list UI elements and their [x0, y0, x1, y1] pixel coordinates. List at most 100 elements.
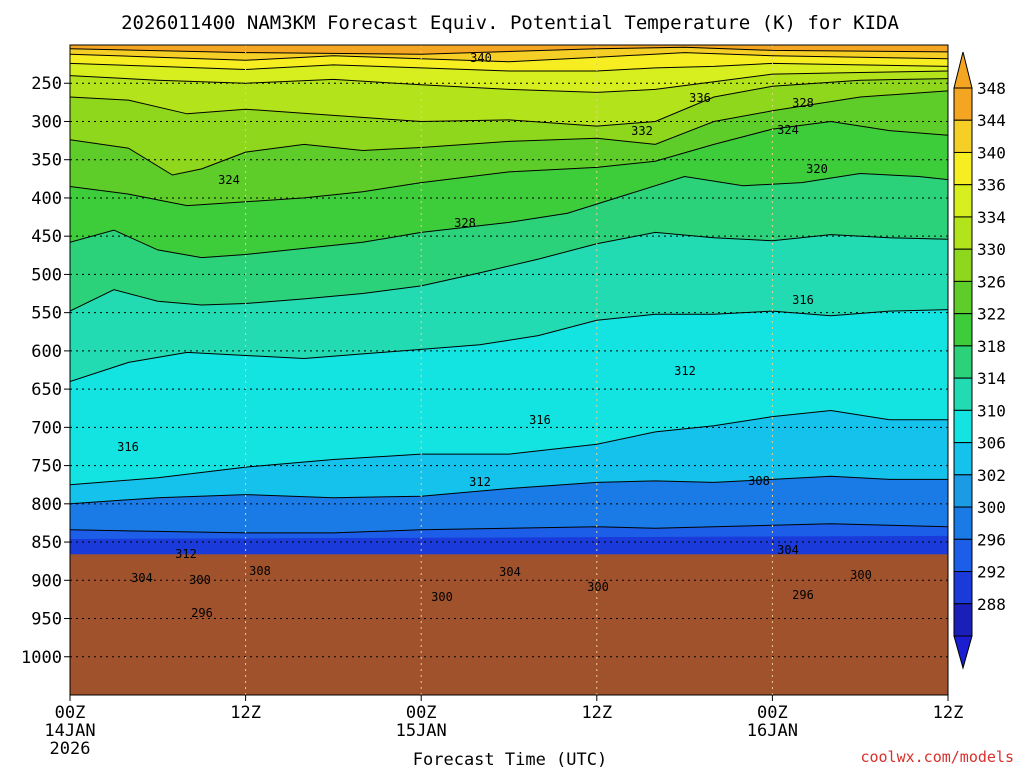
- colorbar-swatch: [953, 474, 973, 508]
- y-tick-label: 350: [31, 151, 62, 171]
- contour-label: 300: [189, 573, 211, 587]
- x-tick-label: 00Z: [757, 703, 788, 723]
- contour-label: 300: [431, 590, 453, 604]
- colorbar-swatch: [953, 184, 973, 218]
- colorbar-label: 336: [977, 176, 1006, 195]
- contour-line-316: [70, 172, 948, 259]
- colorbar-label: 310: [977, 401, 1006, 420]
- colorbar-swatch: [953, 538, 973, 573]
- colorbar-label: 344: [977, 111, 1006, 130]
- colorbar-label: 292: [977, 563, 1006, 582]
- contour-label: 328: [792, 96, 814, 110]
- x-tick-label: 12Z: [230, 703, 261, 723]
- colorbar-label: 300: [977, 498, 1006, 517]
- y-tick-label: 1000: [21, 648, 62, 668]
- colorbar-swatch: [953, 216, 973, 250]
- x-tick-label: 00Z: [55, 703, 86, 723]
- contour-label: 300: [850, 568, 872, 582]
- colorbar-label: 314: [977, 369, 1006, 388]
- colorbar-arrow-top: [953, 51, 973, 89]
- colorbar-label: 348: [977, 79, 1006, 98]
- colorbar-label: 306: [977, 434, 1006, 453]
- colorbar: 348 344 340 336 334 330 326 322 318 314 310 306 302 3…: [953, 51, 1006, 670]
- colorbar-arrow-bottom: [953, 635, 973, 670]
- contour-line-308: [70, 309, 948, 382]
- y-tick-label: 500: [31, 265, 62, 285]
- y-axis: 250 300 350 400 450 500 550 600 650 700 750 800 850 9…: [21, 74, 70, 668]
- colorbar-swatch: [953, 151, 973, 186]
- x-tick-label: 12Z: [933, 703, 964, 723]
- y-tick-label: 300: [31, 112, 62, 132]
- colorbar-swatch: [953, 345, 973, 379]
- contour-label: 300: [587, 580, 609, 594]
- credit-link[interactable]: coolwx.com/models: [860, 748, 1014, 766]
- contour-label: 316: [529, 413, 551, 427]
- y-tick-label: 700: [31, 418, 62, 438]
- y-tick-label: 950: [31, 610, 62, 630]
- colorbar-swatch: [953, 377, 973, 411]
- colorbar-swatch: [953, 248, 973, 282]
- contour-label: 304: [777, 543, 799, 557]
- colorbar-swatch: [953, 87, 973, 121]
- contour-line-340: [70, 52, 948, 63]
- colorbar-swatch: [953, 409, 973, 444]
- x-tick-label: 12Z: [581, 703, 612, 723]
- contour-line-320: [70, 120, 948, 207]
- contour-line-304: [70, 409, 948, 486]
- contour-label: 336: [689, 91, 711, 105]
- contour-label: 308: [748, 474, 770, 488]
- contour-label: 296: [191, 606, 213, 620]
- plot-area: 340 336 332 328 324 328 324 320 316 312 316 316 312 3…: [69, 44, 949, 696]
- y-tick-label: 650: [31, 380, 62, 400]
- contour-label: 324: [218, 173, 240, 187]
- contour-label: 296: [792, 588, 814, 602]
- contour-label: 308: [249, 564, 271, 578]
- contour-label: 316: [792, 293, 814, 307]
- contour-line-300: [70, 475, 948, 505]
- y-tick-label: 600: [31, 342, 62, 362]
- colorbar-swatch: [953, 442, 973, 476]
- colorbar-label: 322: [977, 305, 1006, 324]
- contour-label: 316: [117, 440, 139, 454]
- colorbar-label: 330: [977, 240, 1006, 259]
- colorbar-label: 302: [977, 466, 1006, 485]
- x-axis-label: Forecast Time (UTC): [413, 750, 607, 768]
- chart-title: 2026011400 NAM3KM Forecast Equiv. Potent…: [121, 12, 899, 34]
- x-tick-date: 16JAN: [747, 721, 798, 741]
- y-tick-label: 400: [31, 189, 62, 209]
- contour-line-312: [70, 231, 948, 312]
- colorbar-label: 318: [977, 337, 1006, 356]
- x-tick-date: 14JAN: [44, 721, 95, 741]
- contour-label: 320: [806, 162, 828, 176]
- colorbar-swatch: [953, 313, 973, 347]
- contour-label: 304: [499, 565, 521, 579]
- y-tick-label: 800: [31, 495, 62, 515]
- grid-lines: [70, 45, 948, 695]
- colorbar-swatch: [953, 506, 973, 540]
- x-tick-label: 00Z: [406, 703, 437, 723]
- contour-label: 328: [454, 216, 476, 230]
- contour-label: 312: [175, 547, 197, 561]
- colorbar-swatch: [953, 119, 973, 153]
- contour-line-328: [70, 78, 948, 127]
- y-tick-label: 250: [31, 74, 62, 94]
- contour-line-336: [70, 62, 948, 72]
- contour-label: 332: [631, 124, 653, 138]
- colorbar-swatch: [953, 280, 973, 315]
- contour-label: 324: [777, 123, 799, 137]
- contour-label: 340: [470, 51, 492, 65]
- x-tick-year: 2026: [50, 739, 91, 759]
- colorbar-label: 288: [977, 595, 1006, 614]
- y-tick-label: 450: [31, 227, 62, 247]
- y-tick-label: 750: [31, 457, 62, 477]
- y-tick-label: 900: [31, 571, 62, 591]
- colorbar-label: 334: [977, 208, 1006, 227]
- plot-border: [69, 44, 949, 696]
- contour-label: 304: [131, 571, 153, 585]
- colorbar-swatch: [953, 603, 973, 637]
- contour-labels: 340 336 332 328 324 328 324 320 316 312 316 316 312 3…: [117, 51, 872, 620]
- ground-terrain: [70, 554, 948, 695]
- contour-label: 312: [469, 475, 491, 489]
